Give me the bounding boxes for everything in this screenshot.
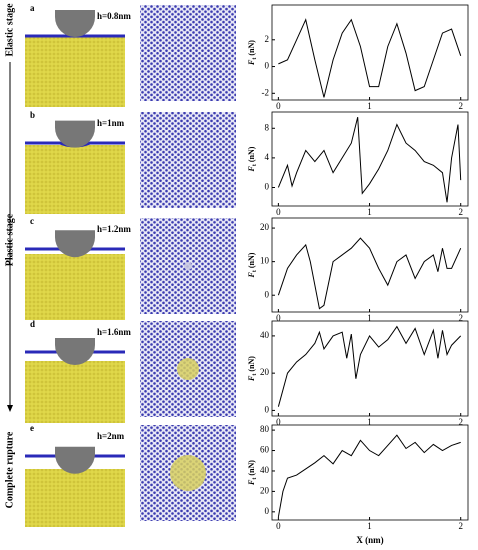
data-line <box>277 434 461 518</box>
y-axis-label-part: F <box>247 165 256 172</box>
y-tick-label: 10 <box>260 256 270 266</box>
x-tick-label: 1 <box>367 521 372 531</box>
defect <box>184 262 192 270</box>
substrate <box>25 361 125 423</box>
y-axis-label-part: t <box>252 58 258 60</box>
stage-label: Elastic stage <box>4 3 15 57</box>
y-axis-label-part: F <box>247 271 256 278</box>
y-axis-label: Ft (nN) <box>247 40 259 66</box>
x-tick-label: 1 <box>367 101 372 111</box>
y-axis-label-part: (nN) <box>247 356 256 372</box>
y-axis-label-part: (nN) <box>247 460 256 476</box>
substrate <box>25 469 125 527</box>
y-axis-label-part: (nN) <box>247 252 256 268</box>
substrate <box>25 145 125 214</box>
indenter <box>55 338 95 365</box>
y-tick-label: 20 <box>260 485 270 495</box>
panel-letter: e <box>30 423 34 433</box>
x-tick-label: 2 <box>458 417 463 427</box>
stage-label: Plastic stage <box>4 213 15 266</box>
data-line <box>277 325 462 407</box>
depth-label: h=1.2nm <box>97 224 131 234</box>
y-tick-label: 20 <box>260 367 270 377</box>
x-tick-label: 0 <box>276 521 281 531</box>
y-tick-label: 0 <box>265 289 270 299</box>
data-line <box>278 18 462 98</box>
y-axis-label: Ft (nN) <box>247 252 259 278</box>
y-axis-label: Ft (nN) <box>247 356 259 382</box>
panel-letter: a <box>30 3 35 13</box>
arrow-head <box>7 405 13 412</box>
x-axis-label: X (nm) <box>356 535 383 545</box>
depth-label: h=2nm <box>97 431 125 441</box>
y-tick-label: 0 <box>265 61 270 71</box>
y-tick-label: 0 <box>265 182 270 192</box>
indenter <box>55 446 95 474</box>
y-tick-label: 80 <box>260 424 270 434</box>
x-tick-label: 1 <box>367 417 372 427</box>
y-axis-label-part: F <box>247 59 256 66</box>
y-axis-label-part: F <box>247 375 256 382</box>
data-line <box>277 237 462 310</box>
x-tick-label: 1 <box>367 207 372 217</box>
x-tick-label: 2 <box>458 101 463 111</box>
y-axis-label-part: t <box>252 270 258 272</box>
x-tick-label: 2 <box>458 521 463 531</box>
y-tick-label: 20 <box>260 222 270 232</box>
y-tick-label: 2 <box>265 34 270 44</box>
y-tick-label: 60 <box>260 445 270 455</box>
y-tick-label: 0 <box>265 506 270 516</box>
x-tick-label: 2 <box>458 313 463 323</box>
x-tick-label: 0 <box>276 417 281 427</box>
lattice-view <box>140 112 236 208</box>
x-tick-label: 0 <box>276 207 281 217</box>
plot-frame <box>271 320 469 417</box>
y-tick-label: 0 <box>265 404 270 414</box>
x-tick-label: 0 <box>276 101 281 111</box>
y-tick-label: -2 <box>262 87 270 97</box>
x-tick-label: 2 <box>458 207 463 217</box>
indenter <box>55 10 95 37</box>
substrate <box>25 35 125 107</box>
lattice-view <box>140 5 236 101</box>
stage-label: Complete rupture <box>4 431 15 508</box>
substrate <box>25 254 125 320</box>
y-axis-label: Ft (nN) <box>247 146 259 172</box>
x-tick-label: 0 <box>276 313 281 323</box>
y-tick-label: 8 <box>265 122 270 132</box>
y-axis-label-part: t <box>252 374 258 376</box>
y-axis-label-part: t <box>252 164 258 166</box>
y-axis-label-part: F <box>247 479 256 486</box>
y-axis-label-part: t <box>252 478 258 480</box>
panel-letter: b <box>30 110 35 120</box>
depth-label: h=0.8nm <box>97 11 131 21</box>
y-tick-label: 40 <box>260 330 270 340</box>
defect <box>177 358 199 380</box>
y-tick-label: 40 <box>260 465 270 475</box>
plot-frame <box>271 4 469 101</box>
y-tick-label: 4 <box>265 152 270 162</box>
data-line <box>277 117 462 203</box>
depth-label: h=1nm <box>97 118 125 128</box>
y-axis-label-part: (nN) <box>247 146 256 162</box>
y-axis-label: Ft (nN) <box>247 460 259 486</box>
plot-frame <box>271 424 469 521</box>
x-tick-label: 1 <box>367 313 372 323</box>
indenter <box>55 120 95 148</box>
defect <box>170 455 206 491</box>
plot-frame <box>271 217 469 313</box>
plot-frame <box>271 111 469 207</box>
indenter <box>55 230 95 258</box>
depth-label: h=1.6nm <box>97 327 131 337</box>
y-axis-label-part: (nN) <box>247 40 256 56</box>
panel-letter: c <box>30 216 34 226</box>
panel-letter: d <box>30 319 35 329</box>
